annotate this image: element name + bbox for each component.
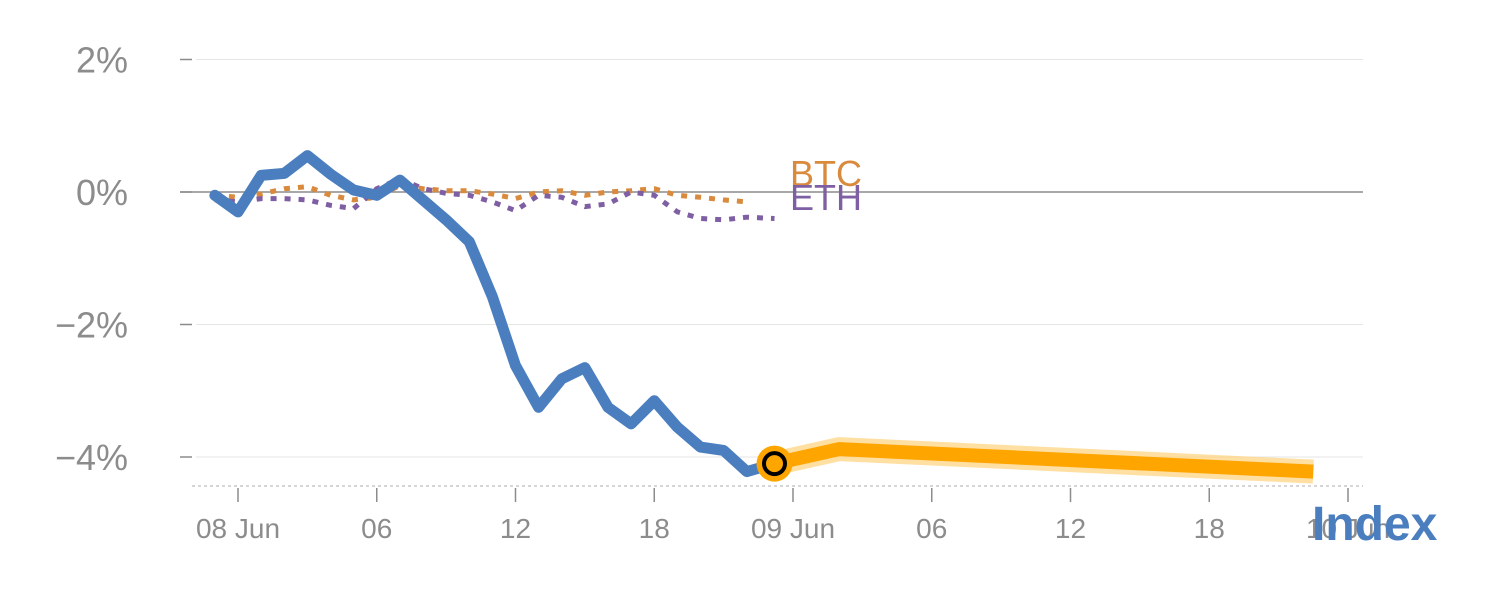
series-line-eth: [214, 176, 775, 223]
index-series-label: Index: [1312, 498, 1438, 551]
y-tick-label: −2%: [55, 305, 128, 346]
x-tick-label: 18: [1194, 513, 1225, 544]
x-tick-label: 06: [361, 513, 392, 544]
x-tick-label: 09 Jun: [751, 513, 835, 544]
x-axis: 08 Jun 06 12 18 09 Jun 06 12 18 10 Jun: [192, 485, 1390, 544]
x-tick-label: 06: [916, 513, 947, 544]
y-tick-label: 2%: [76, 40, 128, 81]
x-tick-label: 12: [1055, 513, 1086, 544]
grid-lines: [180, 58, 1363, 458]
y-tick-label: −4%: [55, 437, 128, 478]
x-tick-label: 18: [639, 513, 670, 544]
btc-series-label: BTC: [790, 153, 862, 194]
y-axis: 2% 0% −2% −4%: [55, 40, 128, 479]
series-line-btc: [214, 182, 748, 205]
series-lines: [209, 150, 780, 478]
x-tick-label: 08 Jun: [196, 513, 280, 544]
forecast-band-core: [772, 442, 1314, 479]
series-line-index: [209, 150, 780, 478]
x-tick-label: 12: [500, 513, 531, 544]
highlight-point: [762, 451, 787, 477]
x-tick-label: 10 Jun: [1306, 513, 1390, 544]
y-tick-label: 0%: [76, 172, 128, 213]
highlight-point-halo: [756, 445, 793, 482]
highlight-marker: [756, 445, 793, 482]
forecast-band: [771, 437, 1314, 484]
eth-series-label: ETH: [790, 177, 862, 218]
